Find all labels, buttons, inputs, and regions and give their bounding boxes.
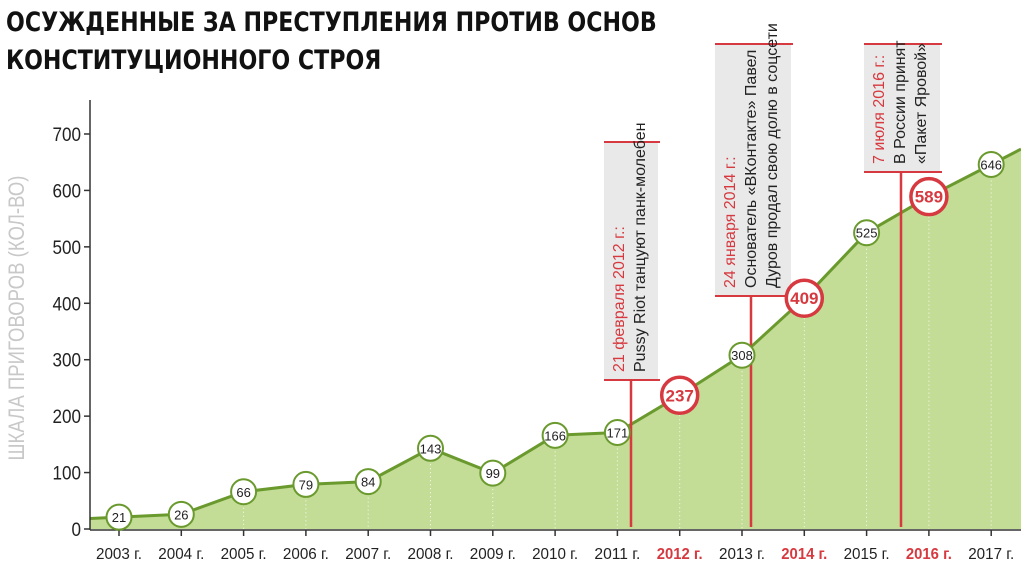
data-label: 26 — [174, 507, 188, 522]
x-tick-label: 2016 г. — [906, 546, 952, 563]
y-tick-label: 200 — [53, 407, 82, 428]
data-label: 308 — [731, 348, 753, 363]
data-point — [479, 459, 507, 487]
y-axis-title: ШКАЛА ПРИГОВОРОВ (КОЛ-ВО) — [4, 176, 29, 461]
x-tick-label: 2014 г. — [781, 546, 827, 563]
data-point — [728, 341, 756, 369]
y-tick-label: 100 — [53, 464, 82, 485]
data-point — [167, 500, 195, 528]
data-point — [853, 219, 881, 247]
area-fill — [90, 149, 1021, 529]
annotation-box — [864, 44, 940, 172]
annotation-text: Основатель «ВКонтакте» Павел — [743, 50, 760, 288]
x-tick-label: 2011 г. — [594, 546, 640, 563]
data-label: 79 — [299, 477, 313, 492]
x-tick-label: 2009 г. — [470, 546, 516, 563]
x-tick-label: 2004 г. — [158, 546, 204, 563]
x-tick-label: 2006 г. — [283, 546, 329, 563]
x-tick-label: 2017 г. — [968, 546, 1014, 563]
data-label: 589 — [915, 188, 943, 207]
data-point — [292, 470, 320, 498]
data-point — [541, 421, 569, 449]
chart-title-line-2: КОНСТИТУЦИОННОГО СТРОЯ — [6, 45, 382, 76]
annotation-date: 7 июля 2016 г.: — [871, 55, 888, 164]
x-tick-label: 2005 г. — [221, 546, 267, 563]
y-tick-label: 500 — [53, 238, 82, 259]
x-tick-label: 2010 г. — [532, 546, 578, 563]
x-tick-label: 2013 г. — [719, 546, 765, 563]
data-point — [977, 150, 1005, 178]
x-tick-label: 2012 г. — [657, 546, 703, 563]
y-tick-label: 700 — [53, 125, 82, 146]
data-label: 525 — [856, 226, 878, 241]
data-point — [784, 278, 825, 318]
data-label: 171 — [607, 426, 629, 441]
data-point — [603, 419, 631, 447]
data-label: 166 — [544, 428, 566, 443]
data-point — [417, 434, 444, 462]
y-tick-label: 300 — [53, 351, 82, 372]
annotation-text: В России принят — [892, 40, 909, 164]
x-tick-label: 2007 г. — [345, 546, 391, 563]
x-tick-label: 2008 г. — [408, 546, 454, 563]
chart-title-line-1: ОСУЖДЕННЫЕ ЗА ПРЕСТУПЛЕНИЯ ПРОТИВ ОСНОВ — [6, 7, 657, 38]
annotation-box — [604, 142, 658, 380]
data-point — [230, 478, 258, 506]
y-tick-label: 400 — [53, 294, 82, 315]
y-tick-label: 600 — [53, 181, 82, 202]
chart-title: ОСУЖДЕННЫЕ ЗА ПРЕСТУПЛЕНИЯ ПРОТИВ ОСНОВ … — [6, 4, 657, 80]
y-tick-label: 0 — [72, 520, 82, 541]
annotation-box — [715, 44, 791, 296]
data-label: 409 — [790, 289, 818, 308]
annotation-text: Pussy Riot танцуют панк-молебен — [632, 123, 649, 372]
data-point — [659, 375, 700, 416]
annotation-text: Дуров продал свою долю в соцсети — [764, 23, 781, 288]
data-label: 646 — [980, 157, 1002, 172]
data-label: 143 — [420, 441, 442, 456]
data-label: 99 — [486, 466, 500, 481]
annotation-date: 21 февраля 2012 г.: — [611, 226, 628, 372]
data-point — [909, 176, 949, 217]
x-tick-label: 2015 г. — [844, 546, 890, 563]
data-label: 21 — [112, 510, 126, 525]
data-point — [105, 503, 133, 531]
data-label: 66 — [236, 485, 250, 500]
data-point — [354, 468, 382, 496]
annotation-text: «Пакет Яровой» — [913, 43, 930, 164]
data-label: 237 — [666, 386, 694, 405]
x-tick-label: 2003 г. — [96, 546, 142, 563]
data-label: 84 — [361, 475, 375, 490]
annotation-date: 24 января 2014 г.: — [722, 156, 739, 288]
